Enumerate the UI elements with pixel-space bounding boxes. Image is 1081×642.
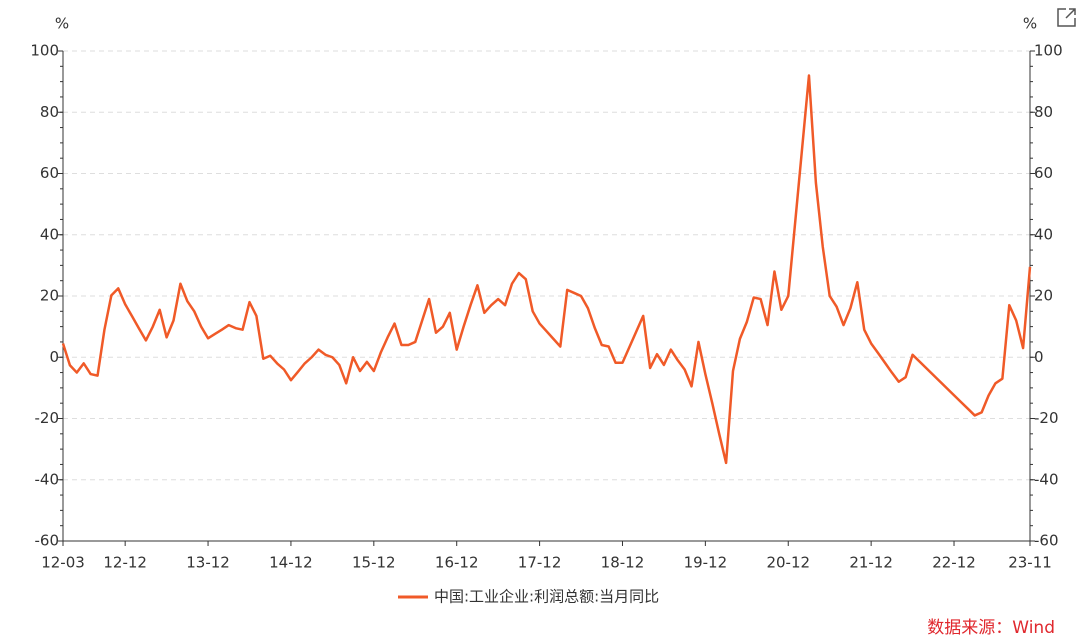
y2-tick-label: 0 [1034,348,1044,366]
x-tick-label: 19-12 [684,554,728,572]
y2-tick-label: 60 [1034,164,1053,182]
y-tick-label: 20 [40,287,59,305]
y2-tick-label: 20 [1034,287,1053,305]
y-tick-label: -20 [35,409,60,427]
x-tick-label: 23-11 [1008,554,1052,572]
y-tick-label: -40 [35,470,60,488]
y-tick-label: 60 [40,164,59,182]
x-tick-label: 22-12 [932,554,976,572]
line [61,74,1032,465]
y-tick-label: 0 [49,348,59,366]
x-tick-label: 21-12 [849,554,893,572]
export-icon[interactable] [1057,8,1076,27]
export-arrow[interactable] [1065,8,1076,19]
x-tick-label: 13-12 [186,554,230,572]
y2-tick-label: -40 [1034,470,1059,488]
y2-tick-label: 80 [1034,103,1053,121]
y2-tick-label: -20 [1034,409,1059,427]
x-tick-label: 16-12 [435,554,479,572]
export-box[interactable] [1057,8,1076,27]
y2-tick-label: 100 [1034,42,1063,60]
y2-unit: % [1023,15,1037,33]
y2-tick-label: 40 [1034,225,1053,243]
source: 数据来源：Wind [927,618,1055,638]
x-tick-label: 12-03 [41,554,85,572]
x-tick-label: 15-12 [352,554,396,572]
y-tick-label: 80 [40,103,59,121]
y-unit: % [55,15,69,33]
y-tick-label: 100 [30,42,59,60]
y-tick-label: -60 [35,532,60,550]
x-tick-label: 17-12 [518,554,562,572]
legend-label: 中国:工业企业:利润总额:当月同比 [434,588,659,606]
y-tick-label: 40 [40,225,59,243]
x-tick-label: 20-12 [766,554,810,572]
x-tick-label: 12-12 [103,554,147,572]
x-tick-label: 14-12 [269,554,313,572]
x-tick-label: 18-12 [601,554,645,572]
y2-tick-label: -60 [1034,532,1059,550]
